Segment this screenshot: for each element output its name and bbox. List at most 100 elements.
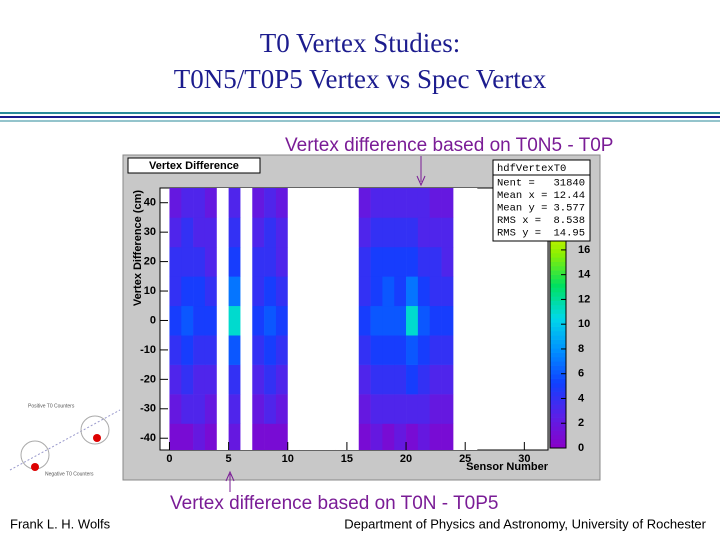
cell <box>453 276 466 307</box>
y-tick-label: 0 <box>150 314 156 326</box>
colorbar-segment <box>550 370 566 375</box>
cell <box>240 423 253 450</box>
cell <box>181 188 194 218</box>
cell <box>169 246 182 277</box>
colorbar-tick-label: 8 <box>578 343 584 355</box>
cell <box>299 188 312 218</box>
colorbar-tick-label: 4 <box>578 392 585 404</box>
cell <box>252 364 265 395</box>
cell <box>275 305 289 336</box>
cell <box>346 394 360 424</box>
cell <box>323 394 336 424</box>
colorbar-segment <box>550 270 566 275</box>
cell <box>240 217 253 248</box>
cell <box>193 246 206 277</box>
cell <box>204 217 218 248</box>
colorbar-segment <box>550 365 566 371</box>
cell <box>204 335 218 365</box>
cell <box>394 188 407 218</box>
cell <box>417 305 431 336</box>
colorbar-segment <box>550 313 566 319</box>
cell <box>264 276 277 307</box>
colorbar-segment <box>550 435 566 440</box>
colorbar-segment <box>550 274 566 280</box>
cell <box>311 276 324 307</box>
colorbar-segment <box>550 422 566 427</box>
cell <box>406 364 419 395</box>
cell <box>228 364 241 395</box>
cell <box>370 276 383 307</box>
colorbar-segment <box>550 426 566 431</box>
cell <box>358 305 371 336</box>
cell <box>382 305 395 336</box>
x-tick-label: 30 <box>518 453 530 465</box>
colorbar-segment <box>550 417 566 423</box>
stats-label: RMS y = <box>497 227 541 239</box>
cell <box>441 335 454 365</box>
cell <box>417 217 431 248</box>
cell <box>204 188 218 218</box>
stats-title: hdfVertexT0 <box>497 163 566 175</box>
cell <box>417 423 431 450</box>
cell <box>193 276 206 307</box>
cell <box>240 305 253 336</box>
cell <box>181 246 194 277</box>
cell <box>417 335 431 365</box>
cell <box>370 423 383 450</box>
colorbar-segment <box>550 404 566 410</box>
cell <box>358 188 371 218</box>
cell <box>346 423 360 450</box>
x-tick-label: 15 <box>341 453 353 465</box>
colorbar-segment <box>550 413 566 418</box>
cell <box>382 246 395 277</box>
cell <box>287 217 300 248</box>
cell <box>240 335 253 365</box>
annotation: Vertex difference based on T0N5 - T0P <box>285 135 613 156</box>
cell <box>429 188 442 218</box>
cell <box>406 217 419 248</box>
cell <box>335 423 348 450</box>
cell <box>228 246 241 277</box>
cell <box>264 305 277 336</box>
colorbar-segment <box>550 318 566 323</box>
cell <box>169 335 182 365</box>
colorbar-segment <box>550 253 566 258</box>
colorbar-segment <box>550 383 566 388</box>
cell <box>311 364 324 395</box>
cell <box>252 217 265 248</box>
cell <box>275 335 289 365</box>
colorbar-segment <box>550 300 566 306</box>
cell <box>311 217 324 248</box>
cell <box>441 217 454 248</box>
cell <box>169 423 182 450</box>
cell <box>382 335 395 365</box>
cell <box>441 188 454 218</box>
cell <box>465 423 478 450</box>
cell <box>228 423 241 450</box>
annotation: Vertex difference based on T0N - T0P5 <box>170 493 498 514</box>
cell <box>429 246 442 277</box>
cell <box>394 276 407 307</box>
cell <box>169 276 182 307</box>
cell <box>346 188 360 218</box>
cell <box>287 335 300 365</box>
cell <box>406 276 419 307</box>
cell <box>323 246 336 277</box>
cell <box>252 246 265 277</box>
colorbar-tick-label: 16 <box>578 244 590 256</box>
cell <box>216 217 229 248</box>
cell <box>216 364 229 395</box>
cell <box>275 217 289 248</box>
cell <box>382 394 395 424</box>
cell <box>275 246 289 277</box>
diagram-label: Negative T0 Counters <box>45 471 94 477</box>
cell <box>382 217 395 248</box>
cell <box>394 364 407 395</box>
cell <box>264 423 277 450</box>
cell <box>335 217 348 248</box>
cell <box>453 217 466 248</box>
cell <box>264 246 277 277</box>
stats-label: Mean x = <box>497 190 547 202</box>
cell <box>299 364 312 395</box>
colorbar-segment <box>550 283 566 288</box>
